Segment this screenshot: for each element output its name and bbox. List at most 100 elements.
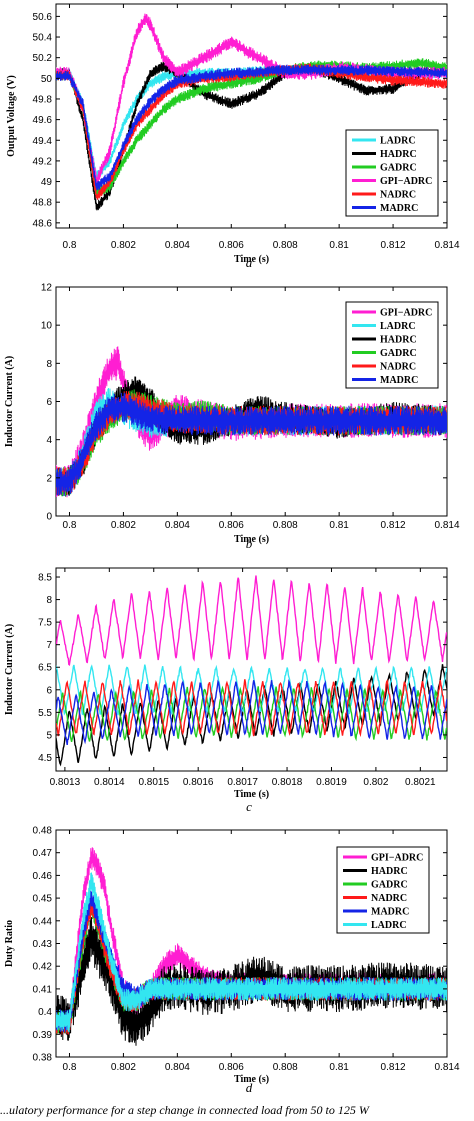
series-group [56,575,447,767]
legend-label: MADRC [371,907,409,918]
x-tick-label: 0.808 [273,520,298,531]
legend: GPI−ADRC HADRC GADRC NADRC MADRC LADRC [336,846,430,934]
chart-panel-c: 0.8013 0.8014 0.8015 0.8016 0.8017 0.8018 0.80… [4,567,448,814]
x-axis-label: Time (s) [234,789,269,800]
y-tick-label: 0.39 [33,1030,53,1041]
series-line-cyan [56,872,447,1033]
y-tick-label: 5 [46,730,52,741]
legend-label: LADRC [380,321,416,332]
y-tick-label: 5.5 [38,708,52,719]
legend-label: LADRC [380,136,416,147]
x-tick-label: 0.8014 [94,777,125,788]
legend-label: HADRC [380,149,417,160]
y-axis-label: Inductor Current (A) [4,356,15,447]
legend-box [345,129,439,217]
series-line-blue [56,392,447,497]
x-tick-label: 0.812 [381,520,406,531]
x-tick-label: 0.8017 [227,777,258,788]
legend-label: HADRC [371,866,408,877]
y-tick-label: 0 [46,512,52,523]
y-tick-label: 48.6 [33,218,53,229]
legend-label: GPI−ADRC [380,308,432,319]
legend-label: LADRC [371,920,407,931]
legend-label: GPI−ADRC [371,853,423,864]
y-tick-label: 48.8 [33,198,53,209]
y-tick-label: 7.5 [38,618,52,629]
x-tick-label: 0.81 [329,1062,349,1073]
y-axis-label: Inductor Current (A) [4,624,15,715]
y-tick-label: 0.38 [33,1053,53,1064]
legend: LADRC HADRC GADRC GPI−ADRC NADRC MADRC [345,129,439,217]
y-tick-label: 7 [46,640,52,651]
chart-panel-b: 0.8 0.802 0.804 0.806 0.808 0.81 0.812 0.814 0 2 4… [4,283,460,552]
legend-label: HADRC [380,335,417,346]
y-tick-label: 49.8 [33,94,53,105]
panel-label: b [246,536,253,551]
y-tick-label: 49 [41,177,53,188]
x-tick-label: 0.802 [111,240,136,251]
x-tick-label: 0.806 [219,1062,244,1073]
x-tick-label: 0.814 [434,520,459,531]
x-tick-label: 0.814 [434,1062,459,1073]
x-tick-label: 0.806 [219,520,244,531]
legend-label: GADRC [380,348,417,359]
x-tick-label: 0.802 [363,777,388,788]
x-tick-label: 0.8015 [138,777,169,788]
x-tick-label: 0.81 [329,240,349,251]
x-tick-label: 0.806 [219,240,244,251]
series-line-blue [56,679,447,746]
chart-panel-a: 0.8 0.802 0.804 0.806 0.808 0.81 0.812 0.814 48.… [6,3,460,270]
y-tick-label: 0.46 [33,871,53,882]
x-tick-label: 0.8018 [272,777,303,788]
x-tick-label: 0.8021 [405,777,436,788]
y-tick-label: 0.4 [38,1007,52,1018]
panel-label: d [246,1080,253,1095]
x-axis-label: Time (s) [234,254,269,265]
x-tick-label: 0.8 [63,240,77,251]
y-tick-label: 0.47 [33,848,53,859]
legend-label: NADRC [371,893,407,904]
y-tick-label: 2 [46,473,52,484]
legend-label: GPI−ADRC [380,176,432,187]
x-tick-label: 0.8016 [183,777,214,788]
y-tick-label: 8.5 [38,573,52,584]
series-group [56,13,447,211]
y-tick-label: 0.45 [33,894,53,905]
y-tick-label: 50 [41,74,53,85]
y-tick-label: 0.42 [33,962,53,973]
y-tick-label: 6.5 [38,663,52,674]
y-tick-label: 12 [41,283,53,294]
x-tick-label: 0.808 [273,1062,298,1073]
x-tick-label: 0.812 [381,1062,406,1073]
y-tick-label: 0.43 [33,939,53,950]
x-tick-label: 0.808 [273,240,298,251]
y-tick-label: 6 [46,397,52,408]
legend-label: MADRC [380,375,418,386]
legend-label: GADRC [371,880,408,891]
y-tick-label: 0.41 [33,984,53,995]
y-tick-label: 8 [46,359,52,370]
legend: GPI−ADRC LADRC HADRC GADRC NADRC MADRC [345,301,439,389]
series-line-green [56,685,447,742]
series-line-blue [56,64,447,191]
x-axis-label: Time (s) [234,534,269,545]
y-tick-label: 0.44 [33,916,53,927]
y-tick-label: 0.48 [33,826,53,837]
series-line-magenta [56,575,447,666]
x-tick-label: 0.802 [111,1062,136,1073]
y-tick-label: 4.5 [38,753,52,764]
panel-label: a [246,255,253,270]
legend-label: NADRC [380,190,416,201]
chart-panel-d: 0.8 0.802 0.804 0.806 0.808 0.81 0.812 0.814 0.3… [4,826,460,1096]
x-axis-label: Time (s) [234,1074,269,1085]
x-tick-label: 0.814 [434,240,459,251]
series-group [56,847,447,1046]
legend-label: NADRC [380,362,416,373]
y-axis-label: Output Voltage (V) [6,75,17,157]
x-tick-label: 0.8 [63,520,77,531]
y-tick-label: 6 [46,685,52,696]
series-line-red [56,678,447,738]
legend-box [345,301,439,389]
y-tick-label: 49.6 [33,115,53,126]
